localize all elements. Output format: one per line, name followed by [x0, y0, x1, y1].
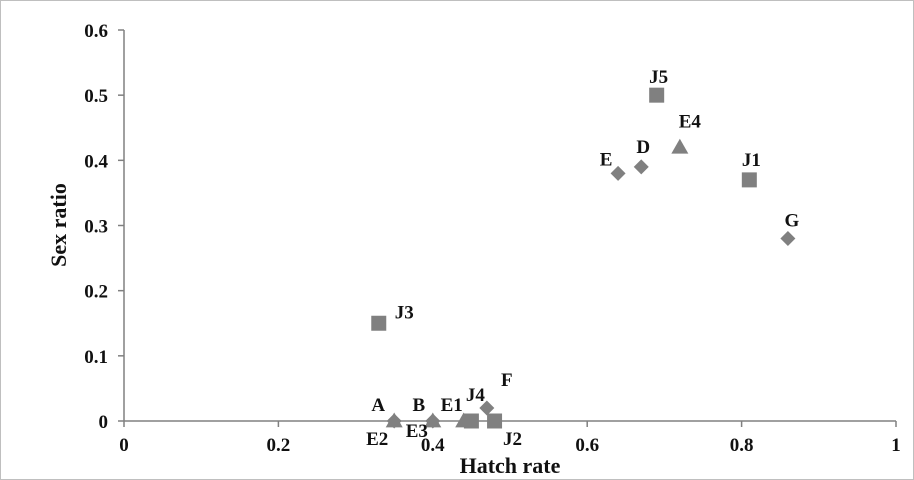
- label-f: F: [501, 370, 513, 391]
- label-d: D: [636, 137, 650, 158]
- x-tick-label: 0: [119, 435, 129, 456]
- x-ticks: 0 0.2 0.4 0.6 0.8 1: [119, 421, 901, 456]
- marker-j4: [463, 413, 479, 429]
- y-tick-label: 0.4: [84, 151, 108, 172]
- data-points: [371, 87, 796, 429]
- label-e1: E1: [441, 395, 463, 416]
- y-tick-label: 0.2: [84, 282, 108, 303]
- marker-e2: [385, 412, 403, 428]
- label-g: G: [785, 211, 800, 232]
- x-tick-label: 0.4: [421, 435, 445, 456]
- label-j2: J2: [503, 429, 522, 450]
- marker-j5: [649, 87, 665, 103]
- marker-d: [633, 159, 649, 175]
- y-tick-label: 0.3: [84, 217, 108, 238]
- marker-e3: [424, 412, 442, 428]
- y-tick-label: 0: [99, 412, 109, 433]
- marker-j1: [741, 172, 757, 188]
- label-a: A: [371, 395, 385, 416]
- marker-j2: [487, 413, 503, 429]
- marker-f: [479, 400, 495, 416]
- label-e3: E3: [406, 421, 428, 442]
- axes: [123, 30, 896, 422]
- marker-e4: [671, 138, 689, 154]
- x-tick-label: 1: [891, 435, 901, 456]
- marker-e: [610, 165, 626, 181]
- y-tick-label: 0.6: [84, 21, 108, 42]
- y-tick-label: 0.5: [84, 86, 108, 107]
- marker-j3: [371, 315, 387, 331]
- y-axis-title: Sex ratio: [46, 183, 71, 267]
- label-j5: J5: [649, 67, 668, 88]
- x-tick-label: 0.6: [575, 435, 599, 456]
- label-e4: E4: [679, 111, 702, 132]
- label-j4: J4: [466, 385, 486, 406]
- y-ticks: 0 0.1 0.2 0.3 0.4 0.5 0.6: [84, 21, 124, 433]
- x-tick-label: 0.8: [730, 435, 754, 456]
- label-j1: J1: [742, 150, 761, 171]
- x-axis-title: Hatch rate: [460, 453, 561, 478]
- label-b: B: [412, 395, 425, 416]
- label-e2: E2: [366, 429, 388, 450]
- x-tick-label: 0.2: [267, 435, 291, 456]
- y-tick-label: 0.1: [84, 347, 108, 368]
- label-j3: J3: [395, 302, 414, 323]
- label-e: E: [600, 149, 613, 170]
- point-labels: A B F E D G E2 E3 E1 E4 J3 J4 J2 J5 J1: [366, 67, 799, 450]
- marker-g: [780, 231, 796, 247]
